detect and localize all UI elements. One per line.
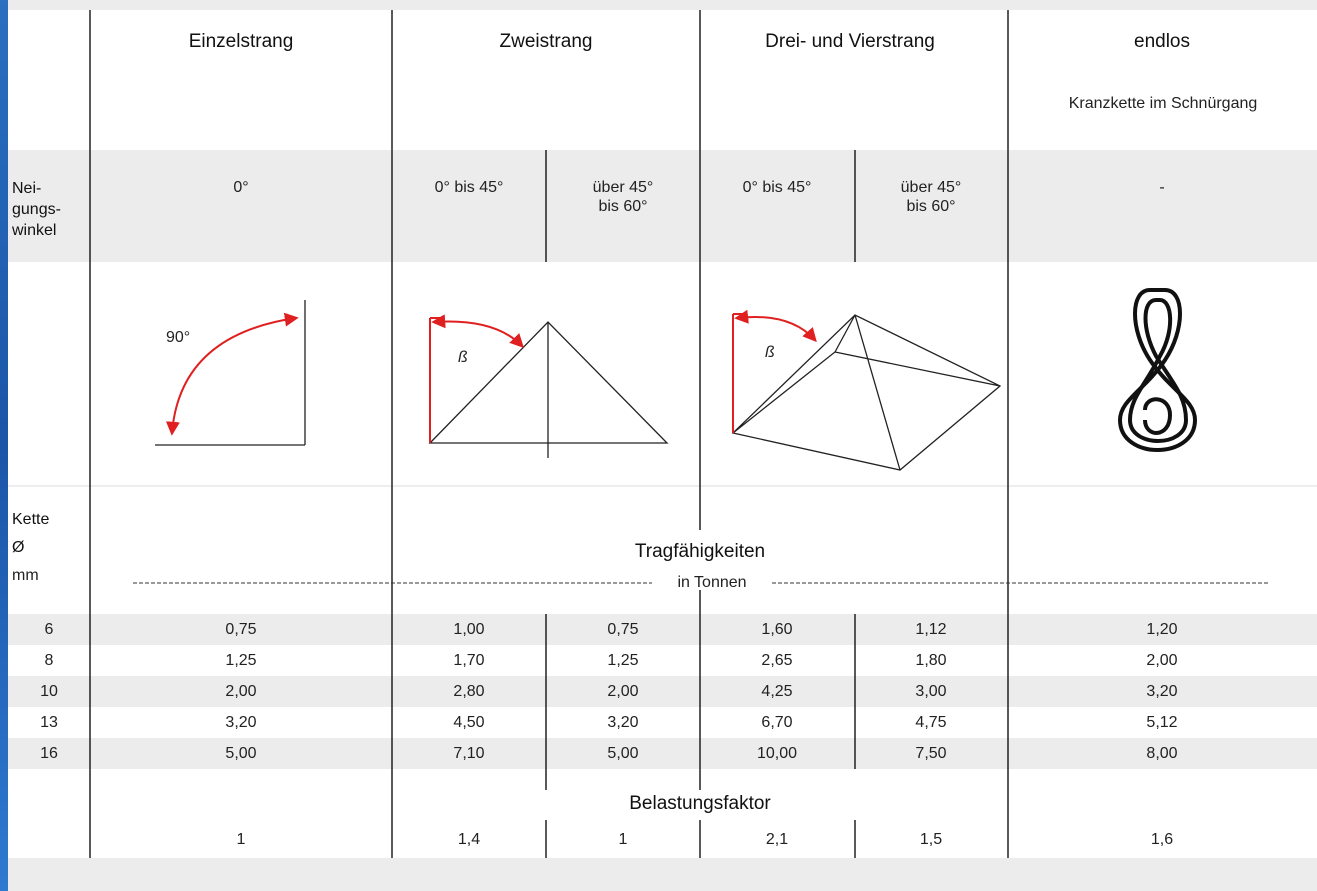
cell: 6,70 [761,714,792,731]
cell: 3,00 [915,683,946,700]
cell: 1,6 [1151,831,1173,848]
row-label: Kette [12,511,49,528]
cell: 1 [619,831,628,848]
row-bg [8,614,1317,645]
diagram-endlos [1117,288,1198,452]
row-header: 10 [40,683,58,700]
cell: 2,00 [1146,652,1177,669]
cell: 7,10 [453,745,484,762]
cell: 10,00 [757,745,797,762]
cell: 4,50 [453,714,484,731]
cell: 1 [237,831,246,848]
cell: 2,80 [453,683,484,700]
diagram-zweistrang: ß [428,314,669,458]
cell: 0,75 [607,621,638,638]
cell: 8,00 [1146,745,1177,762]
cell: 1,80 [915,652,946,669]
row-label: winkel [11,222,56,239]
angle-label: ß [458,349,468,366]
cell: 5,12 [1146,714,1177,731]
row-bg [8,738,1317,769]
diagram-vierstrang: ß [731,309,1002,471]
angle-value: 0° [233,179,248,196]
cell: 2,00 [607,683,638,700]
cell: 1,60 [761,621,792,638]
cell: 1,20 [1146,621,1177,638]
angle-value: - [1159,179,1164,196]
cell: 1,12 [915,621,946,638]
column-header: endlos [1134,31,1190,52]
row-header: 16 [40,745,58,762]
angle-label: 90° [166,329,190,346]
cell: 3,20 [1146,683,1177,700]
cell: 5,00 [225,745,256,762]
cell: 2,1 [766,831,788,848]
row-header: 8 [45,652,54,669]
row-label: gungs- [12,201,61,218]
cell: 5,00 [607,745,638,762]
angle-value: bis 60° [598,198,647,215]
cell: 1,4 [458,831,480,848]
cell: 1,25 [225,652,256,669]
cell: 1,00 [453,621,484,638]
column-header: Drei- und Vierstrang [765,31,935,52]
angle-value: über 45° [593,179,654,196]
column-note: Kranzkette im Schnürgang [1069,95,1258,112]
angle-value: bis 60° [906,198,955,215]
cell: 0,75 [225,621,256,638]
angle-value: 0° bis 45° [743,179,812,196]
cell: 2,65 [761,652,792,669]
cell: 4,75 [915,714,946,731]
cell: 2,00 [225,683,256,700]
section-title: Belastungsfaktor [629,793,771,814]
section-title: Tragfähigkeiten [635,541,765,562]
row-header: 6 [45,621,54,638]
angle-label: ß [765,344,775,361]
angle-value: 0° bis 45° [435,179,504,196]
cell: 1,70 [453,652,484,669]
unit-label: in Tonnen [677,574,746,591]
cell: 1,5 [920,831,942,848]
cell: 3,20 [225,714,256,731]
row-header: 13 [40,714,58,731]
cell: 3,20 [607,714,638,731]
grid [89,10,1009,858]
column-header: Zweistrang [500,31,593,52]
row-label: Ø [12,539,24,556]
diagram-einzelstrang: 90° [155,300,306,446]
angle-value: über 45° [901,179,962,196]
row-label: Nei- [12,180,41,197]
row-label: mm [12,567,39,584]
row-bg [8,676,1317,707]
cell: 7,50 [915,745,946,762]
column-header: Einzelstrang [189,31,294,52]
cell: 1,25 [607,652,638,669]
angle-row-bg [8,150,1317,262]
side-strip [0,0,8,891]
cell: 4,25 [761,683,792,700]
